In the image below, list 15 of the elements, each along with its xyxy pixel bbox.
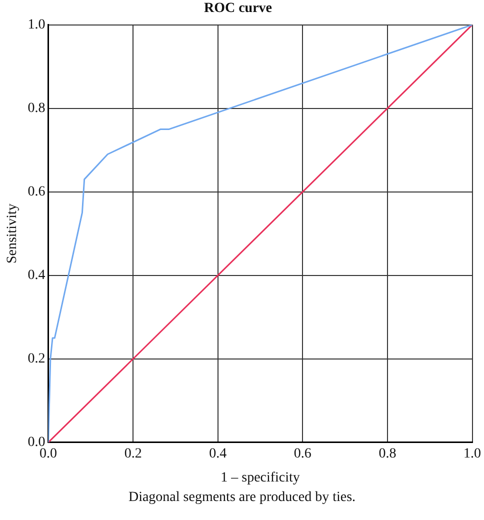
chart-title: ROC curve [204, 1, 272, 16]
x-tick-label: 0.2 [124, 446, 142, 462]
x-axis-title: 1 – specificity [220, 470, 300, 486]
x-tick-label: 0.6 [294, 446, 312, 462]
y-tick-label: 0.6 [28, 184, 46, 200]
x-tick-label: 0.0 [40, 446, 58, 462]
x-tick-label: 1.0 [464, 446, 481, 462]
y-tick-label: 1.0 [28, 17, 46, 32]
text: Diagonal segments are produced by ties. [127, 490, 357, 506]
y-tick-label: 0.2 [28, 352, 46, 367]
x-tick-label: 0.8 [378, 446, 396, 462]
y-axis-title: Sensitivity [5, 204, 20, 264]
y-tick-label: 0.8 [28, 100, 46, 116]
x-tick-label: 0.4 [209, 446, 227, 462]
y-tick-label: 0.4 [28, 268, 46, 284]
